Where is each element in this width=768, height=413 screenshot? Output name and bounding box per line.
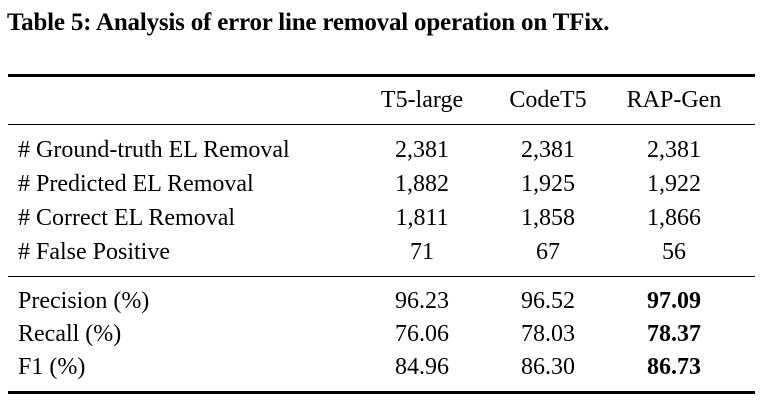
cell-value: 67 [536, 238, 560, 265]
header-pad-cell [737, 75, 755, 125]
cell-value: 2,381 [647, 136, 701, 163]
row-label: # Predicted EL Removal [18, 170, 254, 197]
row-label: # False Positive [18, 238, 171, 265]
table-row: # False Positive 71 67 56 [8, 235, 755, 277]
cell-value: 71 [410, 238, 434, 265]
cell-value: 1,922 [647, 170, 701, 197]
cell-value: 1,925 [521, 170, 575, 197]
header-row: T5-large CodeT5 RAP-Gen [8, 75, 755, 125]
row-label: Recall (%) [18, 321, 122, 347]
table-row: Precision (%) 96.23 96.52 97.09 [8, 277, 755, 319]
table-caption: Table 5: Analysis of error line removal … [7, 9, 610, 36]
row-label: # Ground-truth EL Removal [18, 136, 290, 163]
column-header-codet5: CodeT5 [485, 75, 611, 125]
column-header-t5-large: T5-large [359, 75, 485, 125]
table-row: F1 (%) 84.96 86.30 86.73 [8, 351, 755, 393]
results-table: T5-large CodeT5 RAP-Gen # Ground-truth E… [8, 74, 755, 394]
header-empty-cell [8, 75, 359, 125]
table-row: # Ground-truth EL Removal 2,381 2,381 2,… [8, 125, 755, 168]
table-row: # Predicted EL Removal 1,882 1,925 1,922 [8, 167, 755, 201]
cell-value: 1,866 [647, 204, 701, 231]
cell-value: 1,858 [521, 204, 575, 231]
table-row: Recall (%) 76.06 78.03 78.37 [8, 318, 755, 351]
cell-value: 2,381 [395, 136, 449, 163]
cell-value: 1,882 [395, 170, 449, 197]
cell-value: 1,811 [395, 204, 449, 231]
cell-value: 96.23 [395, 288, 449, 314]
cell-value: 2,381 [521, 136, 575, 163]
paper-page: Table 5: Analysis of error line removal … [0, 6, 768, 394]
row-label: Precision (%) [18, 288, 150, 314]
row-label: # Correct EL Removal [18, 204, 236, 231]
cell-value-best: 97.09 [647, 288, 701, 314]
cell-value: 96.52 [521, 288, 575, 314]
cell-value: 86.30 [521, 354, 575, 380]
cell-value-best: 78.37 [647, 321, 701, 347]
metrics-section: Precision (%) 96.23 96.52 97.09 Recall (… [8, 277, 755, 393]
cell-value: 76.06 [395, 321, 449, 347]
counts-section: # Ground-truth EL Removal 2,381 2,381 2,… [8, 125, 755, 277]
cell-value-best: 86.73 [647, 354, 701, 380]
cell-value: 84.96 [395, 354, 449, 380]
cell-value: 78.03 [521, 321, 575, 347]
column-header-rap-gen: RAP-Gen [611, 75, 737, 125]
cell-value: 56 [662, 238, 686, 265]
row-label: F1 (%) [18, 354, 86, 380]
table-row: # Correct EL Removal 1,811 1,858 1,866 [8, 201, 755, 235]
